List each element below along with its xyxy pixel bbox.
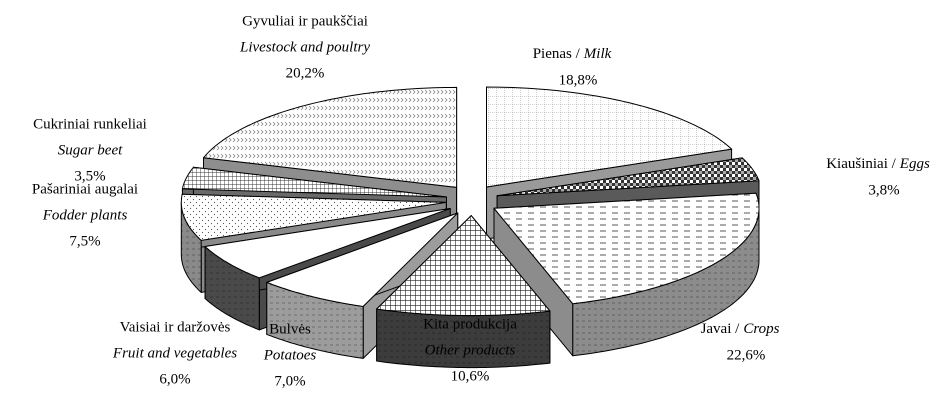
slice bbox=[493, 192, 760, 357]
category-name-en: Livestock and poultry bbox=[239, 39, 370, 55]
slice-wall-texture bbox=[572, 208, 759, 356]
category-name: Pašariniai augalai bbox=[32, 181, 138, 197]
slice-wall-texture bbox=[376, 309, 550, 368]
slice-top bbox=[493, 192, 760, 305]
category-name-en: Crops bbox=[743, 321, 779, 337]
value-label: 18,8% bbox=[559, 72, 598, 88]
value-label: 7,5% bbox=[69, 233, 100, 249]
slice-top bbox=[204, 208, 451, 279]
category-name-en: Potatoes bbox=[263, 347, 317, 363]
slice-top bbox=[203, 86, 458, 188]
category-name: Vaisiai ir daržovės bbox=[120, 319, 231, 335]
slice-label: Kita produkcija Other products 10,6% bbox=[423, 316, 517, 384]
slice-label: Javai / Crops 22,6% bbox=[701, 321, 780, 363]
value-label: 6,0% bbox=[159, 371, 190, 387]
value-label: 7,0% bbox=[274, 373, 305, 389]
category-label: Kiaušiniai / Eggs bbox=[826, 156, 930, 172]
slice-wall-texture bbox=[266, 282, 364, 359]
category-name-en: Sugar beet bbox=[58, 142, 123, 158]
slice-top bbox=[180, 193, 447, 241]
value-label: 10,6% bbox=[451, 368, 490, 384]
slice-wall-texture bbox=[181, 202, 202, 293]
category-name: Pienas / bbox=[533, 46, 581, 62]
value-label: 3,5% bbox=[74, 168, 105, 184]
slice bbox=[376, 215, 551, 369]
slice-top bbox=[266, 212, 459, 307]
category-label: Javai / Crops bbox=[701, 321, 780, 337]
category-label: Pienas / Milk bbox=[533, 46, 612, 62]
category-name-en: Other products bbox=[425, 342, 516, 358]
value-label: 22,6% bbox=[727, 347, 766, 363]
category-name: Javai / bbox=[701, 321, 741, 337]
slice-top bbox=[181, 166, 447, 198]
category-name: Bulvės bbox=[269, 321, 311, 337]
value-label: 20,2% bbox=[286, 65, 325, 81]
category-name-en: Eggs bbox=[899, 156, 930, 172]
category-name: Cukriniai runkeliai bbox=[33, 116, 147, 132]
value-label: 3,8% bbox=[868, 182, 899, 198]
category-name-en: Fodder plants bbox=[42, 207, 128, 223]
category-name: Kita produkcija bbox=[423, 316, 517, 332]
slice-wall-texture bbox=[205, 246, 260, 330]
category-name: Kiaušiniai / bbox=[826, 156, 896, 172]
slice-top bbox=[486, 86, 733, 188]
slice-label: Pienas / Milk 18,8% bbox=[533, 46, 612, 88]
slice-label: Gyvuliai ir paukščiai Livestock and poult… bbox=[239, 13, 370, 81]
slice-label: Cukriniai runkeliai Sugar beet 3,5% bbox=[33, 116, 147, 184]
category-name-en: Milk bbox=[583, 46, 612, 62]
category-name: Gyvuliai ir paukščiai bbox=[242, 13, 368, 29]
slice-top bbox=[376, 215, 551, 317]
slice-label: Vaisiai ir daržovės Fruit and vegetables 6… bbox=[112, 319, 237, 387]
slice-top bbox=[496, 157, 760, 197]
category-name-en: Fruit and vegetables bbox=[112, 345, 237, 361]
slice-label: Pašariniai augalai Fodder plants 7,5% bbox=[32, 181, 138, 249]
slice-label: Bulvės Potatoes 7,0% bbox=[263, 321, 317, 389]
